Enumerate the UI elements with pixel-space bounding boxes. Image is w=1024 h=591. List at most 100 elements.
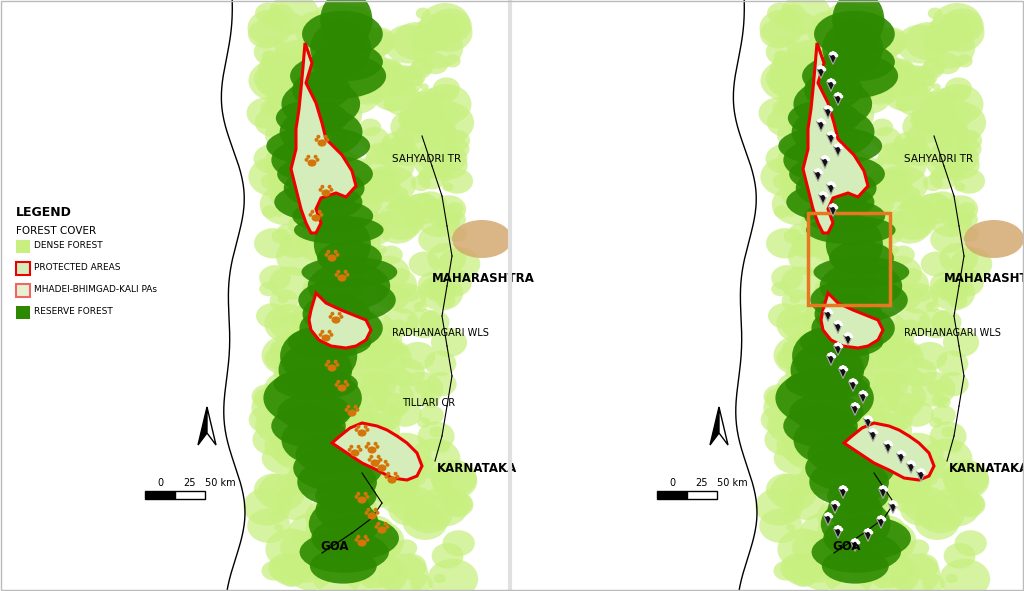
- Ellipse shape: [375, 463, 379, 467]
- Ellipse shape: [334, 37, 347, 48]
- Ellipse shape: [831, 211, 850, 226]
- Ellipse shape: [950, 247, 992, 281]
- Ellipse shape: [890, 203, 936, 240]
- Ellipse shape: [812, 420, 837, 440]
- Ellipse shape: [288, 553, 334, 590]
- Ellipse shape: [427, 558, 478, 591]
- Ellipse shape: [436, 268, 472, 297]
- Ellipse shape: [418, 203, 461, 237]
- Ellipse shape: [767, 2, 794, 24]
- Ellipse shape: [375, 343, 412, 372]
- Ellipse shape: [273, 178, 323, 217]
- Ellipse shape: [433, 77, 460, 99]
- Ellipse shape: [353, 170, 390, 199]
- Ellipse shape: [261, 56, 273, 66]
- Circle shape: [892, 501, 894, 503]
- Ellipse shape: [756, 488, 803, 525]
- Ellipse shape: [272, 57, 319, 93]
- Ellipse shape: [264, 304, 313, 343]
- Ellipse shape: [329, 409, 352, 428]
- Circle shape: [830, 108, 833, 111]
- Circle shape: [850, 379, 852, 382]
- Ellipse shape: [842, 173, 866, 193]
- Ellipse shape: [760, 9, 804, 46]
- Ellipse shape: [375, 525, 379, 529]
- Ellipse shape: [893, 389, 904, 398]
- Ellipse shape: [802, 437, 839, 467]
- Ellipse shape: [370, 58, 404, 86]
- Ellipse shape: [278, 393, 351, 431]
- Ellipse shape: [768, 70, 802, 96]
- Ellipse shape: [876, 246, 896, 262]
- Circle shape: [820, 171, 822, 174]
- Ellipse shape: [444, 125, 457, 135]
- Ellipse shape: [879, 63, 923, 98]
- Ellipse shape: [924, 57, 945, 75]
- Circle shape: [839, 527, 841, 529]
- Ellipse shape: [848, 504, 878, 527]
- Ellipse shape: [429, 210, 452, 228]
- Ellipse shape: [326, 126, 349, 145]
- Circle shape: [890, 502, 892, 504]
- Ellipse shape: [316, 301, 357, 334]
- Ellipse shape: [434, 574, 445, 583]
- Ellipse shape: [427, 243, 466, 274]
- Circle shape: [827, 80, 830, 82]
- Ellipse shape: [790, 223, 810, 240]
- Circle shape: [818, 119, 820, 122]
- Ellipse shape: [322, 56, 372, 96]
- Ellipse shape: [282, 426, 292, 434]
- Ellipse shape: [814, 293, 883, 335]
- Ellipse shape: [366, 428, 370, 432]
- Ellipse shape: [792, 428, 823, 454]
- Ellipse shape: [815, 381, 853, 410]
- Ellipse shape: [423, 396, 438, 408]
- Ellipse shape: [293, 61, 304, 70]
- Ellipse shape: [407, 217, 420, 228]
- Ellipse shape: [321, 0, 373, 50]
- Ellipse shape: [790, 472, 819, 496]
- Ellipse shape: [949, 170, 965, 181]
- Ellipse shape: [926, 301, 939, 312]
- Ellipse shape: [940, 8, 984, 43]
- Ellipse shape: [766, 38, 801, 66]
- Ellipse shape: [858, 523, 890, 548]
- Ellipse shape: [899, 137, 918, 152]
- Ellipse shape: [351, 7, 370, 22]
- Bar: [657, 491, 687, 499]
- Ellipse shape: [791, 340, 831, 373]
- Ellipse shape: [368, 512, 377, 519]
- Ellipse shape: [796, 168, 877, 208]
- Ellipse shape: [856, 373, 900, 408]
- Ellipse shape: [317, 447, 328, 454]
- Circle shape: [857, 541, 859, 544]
- Ellipse shape: [908, 66, 934, 87]
- Ellipse shape: [336, 79, 379, 113]
- Ellipse shape: [783, 139, 851, 180]
- Ellipse shape: [409, 251, 440, 277]
- Ellipse shape: [777, 80, 807, 104]
- Circle shape: [839, 145, 841, 147]
- Ellipse shape: [366, 143, 393, 164]
- Ellipse shape: [791, 175, 842, 216]
- Ellipse shape: [838, 395, 887, 435]
- Ellipse shape: [801, 513, 848, 551]
- Circle shape: [860, 392, 862, 394]
- Ellipse shape: [884, 381, 926, 414]
- Ellipse shape: [930, 203, 973, 237]
- Ellipse shape: [262, 205, 278, 218]
- Ellipse shape: [338, 384, 346, 392]
- Ellipse shape: [793, 407, 816, 426]
- Circle shape: [834, 53, 837, 55]
- Ellipse shape: [435, 145, 467, 171]
- Ellipse shape: [330, 188, 334, 192]
- Text: DENSE FOREST: DENSE FOREST: [34, 242, 102, 251]
- Ellipse shape: [857, 124, 874, 137]
- Ellipse shape: [259, 70, 294, 98]
- Ellipse shape: [829, 241, 894, 275]
- Ellipse shape: [964, 220, 1024, 258]
- Circle shape: [882, 517, 884, 519]
- Ellipse shape: [384, 522, 387, 526]
- Circle shape: [841, 147, 843, 149]
- Ellipse shape: [393, 343, 409, 355]
